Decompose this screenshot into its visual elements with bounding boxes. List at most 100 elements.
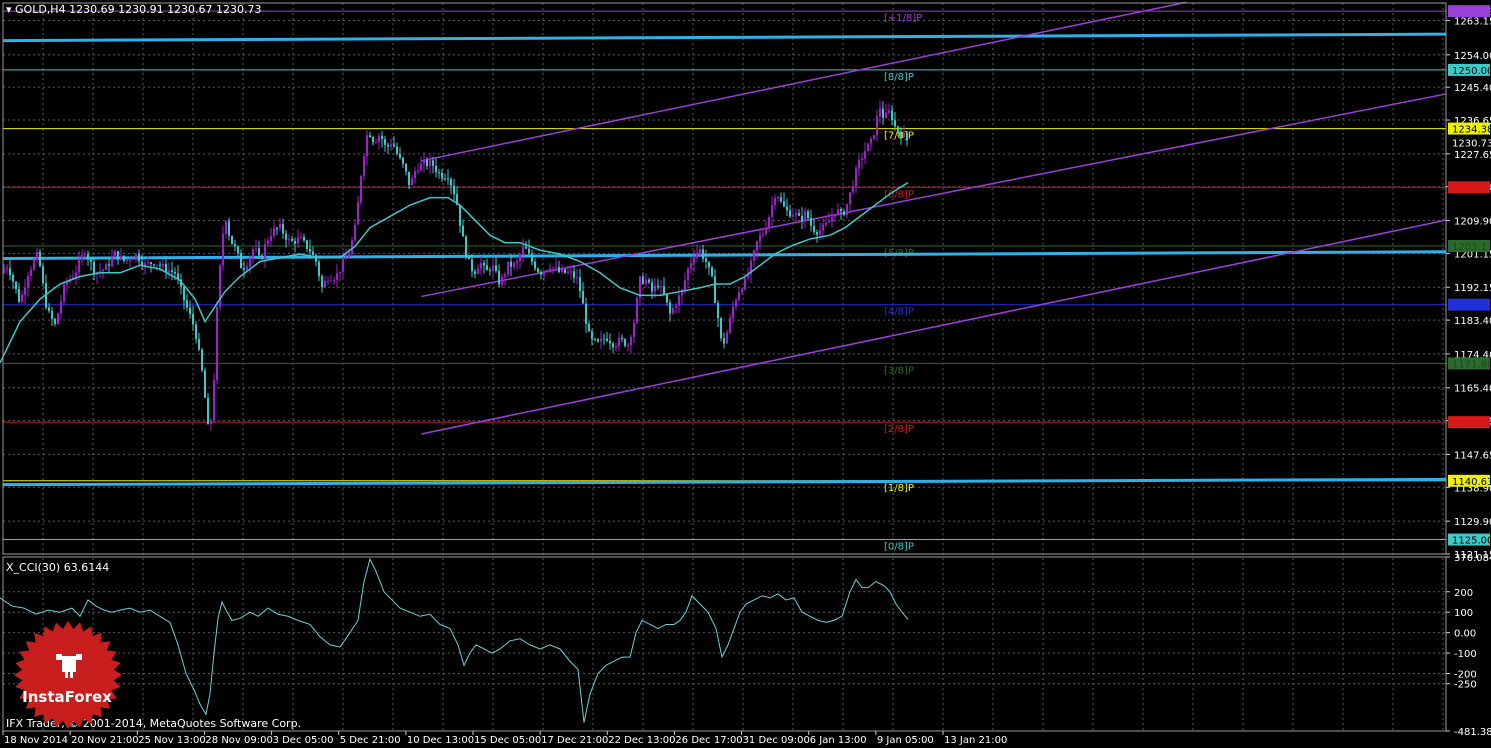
- price-badge-label: 1265.63: [1452, 7, 1491, 18]
- candle-body: [201, 349, 203, 371]
- candle-body: [843, 211, 845, 215]
- candle-body: [579, 277, 581, 292]
- candle-body: [339, 271, 341, 274]
- candle-body: [39, 251, 41, 267]
- murrey-label: [0/8]P: [884, 542, 914, 553]
- candle-body: [438, 172, 440, 174]
- price-badge: [1448, 5, 1490, 18]
- main-panel-border: [2, 2, 1447, 555]
- candle-body: [312, 251, 314, 255]
- candle-body: [636, 297, 638, 323]
- candle-body: [504, 274, 506, 277]
- candle-body: [531, 253, 533, 262]
- candle-body: [609, 340, 611, 344]
- candle-body: [732, 306, 734, 319]
- price-badge-label: 1234.38: [1452, 125, 1491, 136]
- candle-body: [447, 178, 449, 180]
- candle-body: [903, 132, 905, 138]
- time-tick-label: 10 Dec 13:00: [407, 735, 474, 746]
- candle-body: [777, 197, 779, 199]
- candle-body: [795, 213, 797, 215]
- candle-body: [753, 250, 755, 261]
- candle-body: [477, 268, 479, 275]
- candle-body: [12, 275, 14, 282]
- candle-body: [24, 287, 26, 295]
- candle-body: [459, 204, 461, 226]
- candle-body: [792, 214, 794, 217]
- candle-body: [612, 343, 614, 348]
- price-tick-label: 1183.40: [1454, 316, 1491, 327]
- candle-body: [576, 277, 578, 279]
- time-tick-label: 17 Dec 21:00: [541, 735, 608, 746]
- candle-body: [654, 285, 656, 292]
- candle-body: [111, 257, 113, 266]
- candle-body: [822, 224, 824, 231]
- candle-body: [324, 280, 326, 288]
- candle-body: [639, 276, 641, 298]
- candle-body: [582, 291, 584, 304]
- candle-body: [174, 271, 176, 274]
- candle-body: [840, 209, 842, 212]
- candle-body: [285, 233, 287, 240]
- price-badge-label: 1250.00: [1452, 66, 1491, 77]
- murrey-label: [1/8]P: [884, 483, 914, 494]
- candle-body: [702, 249, 704, 259]
- candle-body: [657, 285, 659, 288]
- candle-body: [321, 276, 323, 288]
- candle-body: [705, 258, 707, 262]
- candle-body: [348, 253, 350, 258]
- price-tick-label: 1236.65: [1454, 116, 1491, 127]
- candle-body: [513, 263, 515, 267]
- price-tick-label: 1245.40: [1454, 83, 1491, 94]
- candle-body: [354, 224, 356, 241]
- candle-body: [144, 263, 146, 266]
- candle-body: [471, 259, 473, 272]
- candle-body: [825, 222, 827, 225]
- murrey-label: [+1/8]P: [884, 13, 922, 24]
- candle-body: [744, 277, 746, 290]
- logo-text: InstaForex: [22, 688, 112, 706]
- candle-body: [33, 260, 35, 270]
- candle-body: [882, 108, 884, 118]
- dropdown-triangle-icon[interactable]: ▾: [6, 3, 12, 16]
- cci-tick-label: -250: [1454, 680, 1477, 691]
- price-badge: [1448, 136, 1490, 149]
- candle-body: [426, 159, 428, 167]
- candle-body: [306, 240, 308, 249]
- candle-body: [222, 234, 224, 266]
- candle-body: [288, 239, 290, 241]
- candle-body: [837, 209, 839, 215]
- candle-body: [18, 289, 20, 302]
- candle-body: [177, 273, 179, 280]
- candle-body: [315, 254, 317, 262]
- candle-body: [819, 230, 821, 235]
- candle-body: [801, 215, 803, 221]
- candle-body: [360, 175, 362, 203]
- candle-body: [423, 159, 425, 164]
- moving-average-line: [0, 181, 909, 364]
- time-tick-label: 31 Dec 09:00: [743, 735, 810, 746]
- cci-title: X_CCI(30) 63.6144: [6, 561, 110, 574]
- cci-tick-label: -100: [1454, 649, 1477, 660]
- candle-body: [693, 257, 695, 264]
- candle-body: [783, 201, 785, 207]
- candle-body: [672, 307, 674, 314]
- candle-body: [255, 248, 257, 250]
- candle-body: [300, 237, 302, 239]
- cci-tick-label: -481.3897: [1454, 727, 1491, 738]
- candle-body: [738, 292, 740, 301]
- candle-body: [729, 318, 731, 333]
- candle-body: [294, 241, 296, 244]
- candle-body: [21, 294, 23, 302]
- time-tick-label: 6 Jan 13:00: [810, 735, 867, 746]
- channel-lower-line: [421, 219, 1447, 435]
- candle-body: [225, 221, 227, 235]
- candle-body: [129, 259, 131, 261]
- candle-body: [333, 279, 335, 281]
- candle-body: [369, 135, 371, 138]
- candle-body: [879, 108, 881, 117]
- candle-body: [318, 261, 320, 277]
- candle-body: [651, 282, 653, 292]
- candle-body: [468, 256, 470, 260]
